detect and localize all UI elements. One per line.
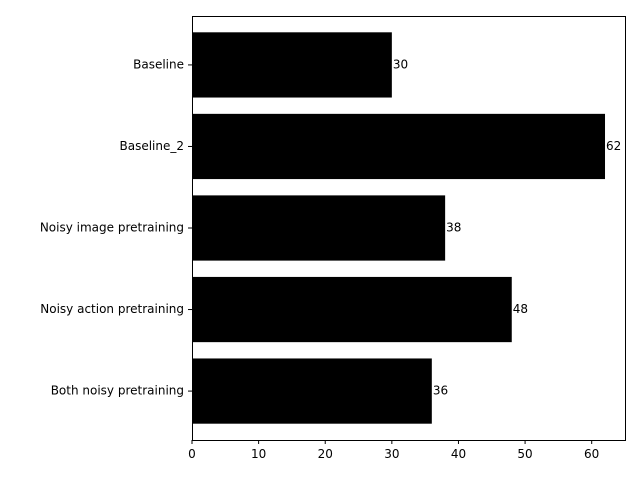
bars-group — [192, 32, 606, 424]
y-axis: Baseline Baseline_2 Noisy image pretrainin… — [40, 57, 192, 398]
bar-2 — [192, 195, 446, 261]
x-axis: 0 10 20 30 40 50 60 — [188, 440, 599, 461]
x-tick-label-4: 40 — [451, 447, 466, 461]
value-labels-group: 30 62 38 48 36 — [393, 57, 621, 397]
x-tick-label-3: 30 — [384, 447, 399, 461]
y-tick-label-1: Baseline_2 — [119, 139, 184, 153]
bar-3 — [192, 276, 512, 343]
y-tick-label-2: Noisy image pretraining — [40, 221, 184, 235]
plot-frame — [192, 16, 626, 441]
bar-value-label-0: 30 — [393, 57, 408, 71]
y-tick-label-4: Both noisy pretraining — [51, 384, 184, 398]
bar-0 — [192, 32, 392, 98]
bar-1 — [192, 113, 606, 180]
bar-value-label-3: 48 — [513, 302, 528, 316]
y-tick-label-3: Noisy action pretraining — [40, 302, 184, 316]
x-tick-label-0: 0 — [188, 447, 196, 461]
y-tick-label-0: Baseline — [133, 57, 184, 71]
x-tick-label-2: 20 — [318, 447, 333, 461]
bar-value-label-2: 38 — [446, 221, 461, 235]
x-tick-label-6: 60 — [584, 447, 599, 461]
bar-value-label-1: 62 — [606, 139, 621, 153]
x-tick-label-1: 10 — [251, 447, 266, 461]
bar-4 — [192, 358, 432, 424]
x-tick-label-5: 50 — [517, 447, 532, 461]
bar-value-label-4: 36 — [433, 384, 448, 398]
